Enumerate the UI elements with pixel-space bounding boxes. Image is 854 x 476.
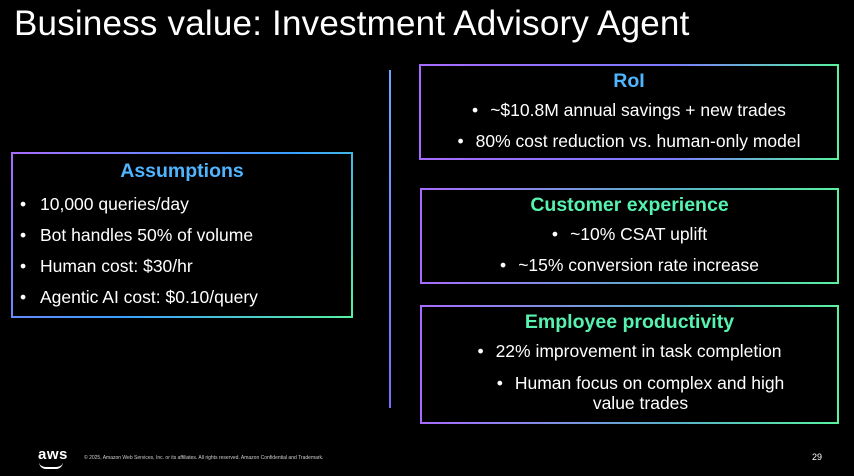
customer-experience-list: • ~10% CSAT uplift • ~15% conversion rate … (422, 219, 837, 281)
list-item: Agentic AI cost: $0.10/query (13, 282, 351, 313)
roi-box: RoI • ~$10.8M annual savings + new trades… (419, 64, 839, 160)
list-item: • ~$10.8M annual savings + new trades (421, 95, 837, 126)
bullet-icon: • (551, 224, 559, 244)
roi-heading: RoI (613, 70, 645, 92)
customer-experience-heading: Customer experience (530, 194, 729, 216)
assumptions-heading: Assumptions (120, 160, 244, 182)
employee-productivity-heading: Employee productivity (524, 311, 735, 333)
list-item-text: 80% cost reduction vs. human-only model (475, 131, 801, 151)
list-item-text: ~15% conversion rate increase (518, 255, 759, 275)
list-item: Human cost: $30/hr (13, 251, 351, 282)
list-item-text: 22% improvement in task completion (495, 341, 782, 361)
list-item: • ~15% conversion rate increase (422, 250, 837, 281)
roi-list: • ~$10.8M annual savings + new trades • 80… (421, 95, 837, 157)
list-item: Bot handles 50% of volume (13, 220, 351, 251)
copyright-text: © 2025, Amazon Web Services, Inc. or its… (84, 455, 324, 461)
bullet-icon: • (472, 100, 479, 120)
list-item: • Human focus on complex and high value t… (422, 367, 837, 413)
bullet-icon: • (477, 341, 484, 361)
employee-productivity-box: Employee productivity • 22% improvement i… (420, 305, 839, 424)
list-item: 10,000 queries/day (13, 189, 351, 220)
list-item: • 80% cost reduction vs. human-only model (421, 126, 837, 157)
aws-logo: aws (38, 446, 68, 463)
list-item: • 22% improvement in task completion (422, 336, 837, 367)
list-item-text: ~$10.8M annual savings + new trades (490, 100, 786, 120)
page-number: 29 (812, 452, 823, 462)
list-item-text: Human focus on complex and high value tr… (514, 373, 785, 413)
bullet-icon: • (457, 131, 464, 151)
slide-title: Business value: Investment Advisory Agen… (14, 4, 690, 43)
vertical-divider (389, 70, 391, 408)
bullet-icon: • (500, 255, 507, 275)
list-item: • ~10% CSAT uplift (422, 219, 837, 250)
list-item-text: ~10% CSAT uplift (570, 224, 708, 244)
bullet-icon: • (496, 373, 503, 393)
assumptions-list: 10,000 queries/day Bot handles 50% of vo… (13, 189, 351, 313)
employee-productivity-list: • 22% improvement in task completion • Hum… (422, 336, 837, 413)
aws-smile-icon (39, 462, 63, 469)
assumptions-box: Assumptions 10,000 queries/day Bot handl… (11, 152, 353, 318)
customer-experience-box: Customer experience • ~10% CSAT uplift • ~… (420, 188, 839, 284)
